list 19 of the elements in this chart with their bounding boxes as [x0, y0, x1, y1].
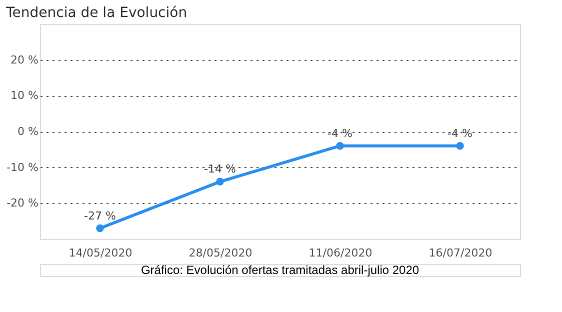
y-tick-label: 10 %: [10, 89, 38, 102]
data-label: -27 %: [84, 209, 116, 222]
x-tick-label: 28/05/2020: [188, 246, 252, 260]
x-tick-label: 14/05/2020: [68, 246, 132, 260]
y-tick-label: 0 %: [18, 125, 38, 138]
data-label: -4 %: [448, 126, 472, 140]
y-tick-label: 20 %: [10, 53, 38, 66]
point: [216, 178, 224, 186]
text: Gráfico: Evolución ofertas tramitadas abril-julio 2020: [140, 263, 420, 277]
x-tick-label: 16/07/2020: [428, 246, 492, 260]
chart-title: Tendencia de la Evolución: [5, 5, 188, 21]
x-tick-label: 11/06/2020: [308, 246, 372, 260]
data-label: -14 %: [204, 162, 236, 176]
y-tick-label: -20 %: [6, 196, 38, 210]
y-tick-label: -10 %: [6, 160, 38, 174]
data-label: -4 %: [328, 126, 352, 140]
point: [96, 224, 104, 232]
point: [456, 142, 464, 150]
point: [336, 142, 344, 150]
